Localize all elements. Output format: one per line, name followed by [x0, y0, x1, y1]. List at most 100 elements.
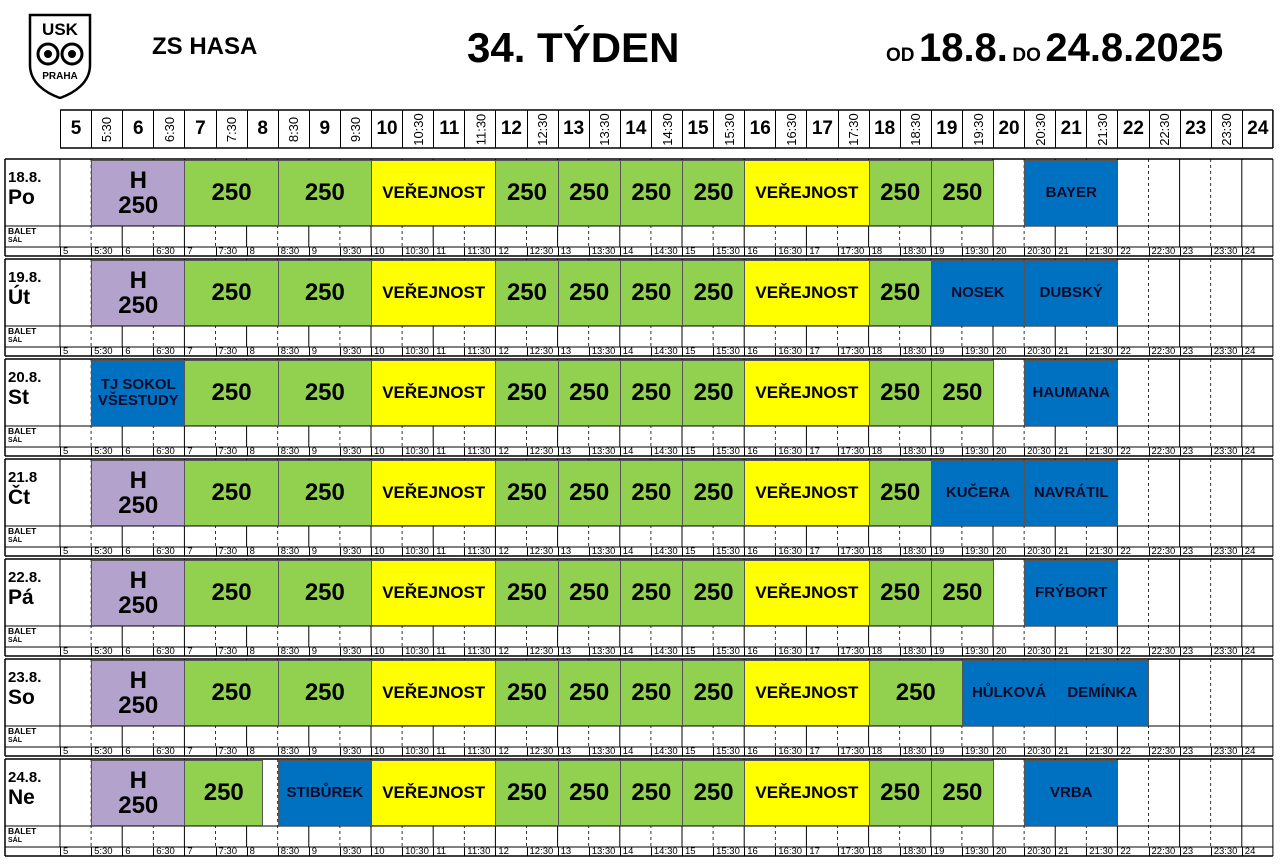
booking-block[interactable]: HŮLKOVÁ [961, 660, 1057, 726]
booking-block[interactable]: 250 [277, 660, 372, 726]
booking-block[interactable]: 250 [184, 660, 279, 726]
booking-block[interactable]: VEŘEJNOST [744, 160, 870, 226]
tick-label: 11:30 [464, 647, 495, 656]
day-label-6: 24.8. Ne [8, 769, 41, 810]
tick-label: 12:30 [526, 347, 558, 356]
booking-block[interactable]: 250 [277, 460, 372, 526]
booking-block[interactable]: VRBA [1024, 760, 1119, 826]
booking-block[interactable]: NOSEK [930, 260, 1026, 326]
booking-block[interactable]: 250 [184, 560, 279, 626]
booking-block[interactable]: 250 [619, 260, 683, 326]
booking-block[interactable]: 250 [868, 260, 932, 326]
booking-block[interactable]: DUBSKÝ [1024, 260, 1119, 326]
booking-block[interactable]: 250 [495, 460, 559, 526]
booking-block[interactable]: 250 [682, 560, 746, 626]
booking-block[interactable]: 250 [868, 160, 932, 226]
booking-block[interactable]: TJ SOKOL VŠESTUDY [91, 360, 186, 426]
booking-block[interactable]: HAUMANA [1024, 360, 1119, 426]
booking-block[interactable]: 250 [868, 560, 932, 626]
booking-block[interactable]: H 250 [91, 660, 186, 726]
booking-block[interactable]: 250 [682, 660, 746, 726]
booking-block[interactable]: 250 [184, 260, 279, 326]
booking-block[interactable]: 250 [930, 160, 994, 226]
booking-block[interactable]: 250 [557, 460, 621, 526]
time-header-label: 13:30 [597, 112, 613, 146]
booking-block[interactable]: 250 [277, 360, 372, 426]
booking-label: HŮLKOVÁ [971, 684, 1047, 702]
booking-block[interactable]: 250 [619, 360, 683, 426]
booking-block[interactable]: 250 [682, 160, 746, 226]
booking-block[interactable]: VEŘEJNOST [371, 260, 497, 326]
booking-block[interactable]: 250 [184, 460, 279, 526]
booking-block[interactable]: 250 [277, 260, 372, 326]
booking-block[interactable]: VEŘEJNOST [744, 460, 870, 526]
booking-block[interactable]: DEMÍNKA [1055, 660, 1150, 726]
booking-block[interactable]: 250 [277, 160, 372, 226]
booking-block[interactable]: 250 [495, 360, 559, 426]
booking-block[interactable]: VEŘEJNOST [371, 660, 497, 726]
booking-block[interactable]: VEŘEJNOST [744, 660, 870, 726]
booking-block[interactable]: 250 [495, 560, 559, 626]
booking-block[interactable]: 250 [184, 160, 279, 226]
booking-block[interactable]: 250 [930, 560, 994, 626]
booking-block[interactable]: 250 [619, 160, 683, 226]
time-header-label: 9:30 [348, 116, 364, 142]
booking-block[interactable]: VEŘEJNOST [371, 460, 497, 526]
booking-block[interactable]: VEŘEJNOST [371, 160, 497, 226]
booking-block[interactable]: 250 [868, 660, 963, 726]
booking-block[interactable]: 250 [868, 360, 932, 426]
booking-block[interactable]: 250 [557, 660, 621, 726]
booking-block[interactable]: VEŘEJNOST [744, 360, 870, 426]
booking-block[interactable]: 250 [557, 260, 621, 326]
tick-label: 19 [930, 247, 962, 256]
booking-block[interactable]: STIBŮREK [277, 760, 372, 826]
booking-block[interactable]: 250 [619, 460, 683, 526]
booking-block[interactable]: 250 [619, 660, 683, 726]
booking-block[interactable]: H 250 [91, 460, 186, 526]
time-header-8-30: 8:30 [277, 110, 309, 148]
booking-block[interactable]: H 250 [91, 760, 186, 826]
booking-block[interactable]: 250 [619, 760, 683, 826]
booking-block[interactable]: VEŘEJNOST [744, 560, 870, 626]
booking-block[interactable]: FRÝBORT [1024, 560, 1119, 626]
booking-block[interactable]: VEŘEJNOST [744, 760, 870, 826]
booking-block[interactable]: 250 [682, 360, 746, 426]
booking-block[interactable]: BAYER [1024, 160, 1119, 226]
booking-block[interactable]: VEŘEJNOST [744, 260, 870, 326]
booking-block[interactable]: 250 [184, 360, 279, 426]
time-header-label: 20 [998, 118, 1020, 139]
booking-block[interactable]: H 250 [91, 260, 186, 326]
booking-block[interactable]: 250 [557, 360, 621, 426]
booking-block[interactable]: VEŘEJNOST [371, 760, 497, 826]
booking-label: 250 [942, 779, 983, 807]
booking-block[interactable]: 250 [557, 760, 621, 826]
booking-block[interactable]: 250 [495, 160, 559, 226]
booking-block[interactable]: VEŘEJNOST [371, 360, 497, 426]
booking-label: VEŘEJNOST [382, 383, 486, 403]
booking-block[interactable]: 250 [682, 260, 746, 326]
booking-block[interactable]: 250 [868, 460, 932, 526]
tick-label: 7 [184, 747, 215, 756]
booking-block[interactable]: 250 [682, 760, 746, 826]
booking-label: 250 [693, 479, 734, 507]
booking-block[interactable]: 250 [619, 560, 683, 626]
booking-block[interactable]: 250 [184, 760, 264, 826]
booking-block[interactable]: H 250 [91, 560, 186, 626]
booking-block[interactable]: 250 [277, 560, 372, 626]
booking-block[interactable]: 250 [682, 460, 746, 526]
booking-block[interactable]: VEŘEJNOST [371, 560, 497, 626]
booking-block[interactable]: KUČERA [930, 460, 1026, 526]
booking-block[interactable]: 250 [495, 760, 559, 826]
booking-block[interactable]: 250 [868, 760, 932, 826]
booking-block[interactable]: 250 [557, 560, 621, 626]
booking-block[interactable]: 250 [930, 760, 994, 826]
booking-block[interactable]: H 250 [91, 160, 186, 226]
booking-label: 250 [631, 379, 672, 407]
tick-label: 24 [1241, 747, 1273, 756]
booking-block[interactable]: NAVRÁTIL [1024, 460, 1119, 526]
booking-block[interactable]: 250 [495, 260, 559, 326]
booking-block[interactable]: 250 [930, 360, 994, 426]
tick-label: 13:30 [588, 447, 620, 456]
booking-block[interactable]: 250 [495, 660, 559, 726]
booking-block[interactable]: 250 [557, 160, 621, 226]
